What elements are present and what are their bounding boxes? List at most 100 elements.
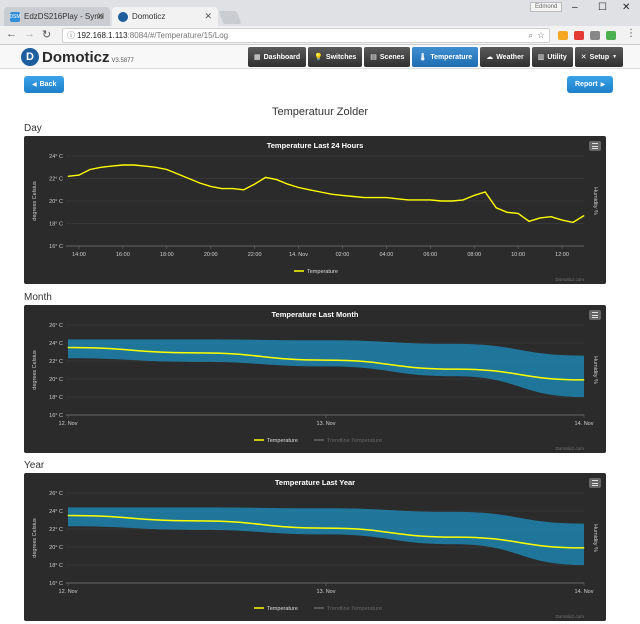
- data-point: [166, 169, 168, 170]
- data-point: [100, 166, 102, 168]
- chart-credits: Domoticz.com: [555, 446, 584, 451]
- scenes-icon: ▤: [370, 54, 377, 61]
- x-tick-label: 12:00: [555, 252, 569, 258]
- nav-weather[interactable]: ☁ Weather: [480, 47, 530, 67]
- x-tick-label: 13. Nov: [317, 589, 336, 595]
- data-point: [572, 221, 574, 223]
- domoticz-logo-icon: D: [21, 48, 39, 66]
- section-label-month: Month: [24, 292, 52, 303]
- search-icon[interactable]: ⌕: [528, 31, 533, 40]
- temperature-line: [67, 164, 585, 224]
- nav-temperature[interactable]: 🌡 Temperature: [412, 47, 479, 67]
- data-point: [454, 368, 456, 370]
- data-point: [320, 191, 321, 193]
- bookmark-star-icon[interactable]: ☆: [536, 30, 545, 40]
- data-point: [364, 197, 365, 199]
- nav-setup[interactable]: ✕ Setup ▼: [574, 47, 624, 67]
- nav-switches[interactable]: 💡 Switches: [308, 47, 363, 67]
- data-point: [418, 199, 420, 201]
- data-point: [199, 182, 201, 184]
- legend-item: Temperature: [267, 606, 298, 612]
- y-axis-label: degrees Celsius: [32, 181, 38, 221]
- close-tab-icon[interactable]: ✕: [96, 11, 104, 21]
- y-tick-label: 20° C: [49, 377, 63, 383]
- chart-menu-icon[interactable]: [589, 478, 601, 488]
- tools-icon: ✕: [580, 54, 587, 61]
- y-tick-label: 18° C: [49, 395, 63, 401]
- url-host: 192.168.1.113: [77, 31, 128, 40]
- data-point: [484, 191, 486, 193]
- extension-green-icon[interactable]: [606, 31, 616, 40]
- forward-arrow-icon[interactable]: →: [24, 28, 35, 40]
- nav-scenes[interactable]: ▤ Scenes: [364, 47, 411, 67]
- x-tick-label: 16:00: [116, 252, 130, 258]
- y-tick-label: 18° C: [49, 222, 63, 228]
- window-close-icon[interactable]: ✕: [622, 2, 631, 13]
- office-extension-icon[interactable]: [574, 31, 584, 40]
- data-point: [122, 164, 124, 166]
- data-point: [232, 188, 234, 190]
- y-axis-right-label: Humidity %: [592, 524, 598, 552]
- x-tick-label: 06:00: [423, 252, 437, 258]
- new-tab-button[interactable]: [218, 11, 242, 24]
- data-point: [276, 179, 277, 181]
- chart-credits: Domoticz.com: [555, 614, 584, 619]
- back-button-label: Back: [39, 81, 57, 88]
- data-point: [561, 219, 563, 221]
- chart-menu-icon[interactable]: [589, 141, 601, 151]
- y-tick-label: 16° C: [49, 413, 63, 419]
- browser-user-chip[interactable]: Edmond: [530, 2, 563, 12]
- x-tick-label: 22:00: [248, 252, 262, 258]
- page-info-icon[interactable]: ⓘ: [67, 31, 75, 40]
- x-tick-label: 08:00: [467, 252, 481, 258]
- chart-menu-icon[interactable]: [589, 310, 601, 320]
- nav-utility[interactable]: ▥ Utility: [531, 47, 573, 67]
- data-point: [342, 194, 343, 196]
- browser-tab-domoticz[interactable]: Domoticz ✕: [112, 7, 218, 26]
- reload-icon[interactable]: ↻: [42, 29, 52, 41]
- data-point: [462, 199, 464, 201]
- data-point: [583, 215, 585, 217]
- y-tick-label: 20° C: [49, 199, 63, 205]
- back-button[interactable]: ◀ Back: [24, 76, 65, 93]
- data-point: [495, 207, 497, 209]
- data-point: [517, 212, 519, 214]
- y-axis-right-label: Humidity %: [592, 356, 598, 384]
- data-point: [144, 165, 146, 167]
- url-path: :8084/#/Temperature/15/Log: [127, 31, 229, 40]
- data-point: [243, 189, 245, 191]
- x-tick-label: 02:00: [336, 252, 350, 258]
- legend-item: Temperature: [267, 438, 298, 444]
- data-point: [309, 189, 310, 191]
- data-point: [188, 178, 190, 179]
- browser-address-bar: ← → ↻ ⓘ 192.168.1.113:8084/#/Temperature…: [0, 26, 640, 45]
- data-point: [583, 379, 585, 381]
- maximize-icon[interactable]: ☐: [598, 2, 607, 13]
- domoticz-logo[interactable]: D Domoticz V3.5877: [21, 48, 134, 66]
- top-navigation: ▦ Dashboard 💡 Switches ▤ Scenes 🌡 Temperatur…: [248, 47, 625, 67]
- browser-menu-icon[interactable]: ⋮: [626, 28, 636, 39]
- data-point: [353, 196, 354, 197]
- x-tick-label: 20:00: [204, 252, 218, 258]
- range-area: [68, 339, 584, 397]
- close-tab-icon[interactable]: ✕: [204, 11, 212, 21]
- chart-svg: Temperature Last 24 Hours degrees Celsius…: [32, 141, 598, 282]
- minimize-icon[interactable]: –: [572, 2, 578, 13]
- y-tick-label: 18° C: [49, 563, 63, 569]
- report-button[interactable]: Report ▶: [567, 76, 614, 93]
- chart-svg: Temperature Last Month degrees Celsius Hum…: [32, 310, 598, 451]
- extension-puzzle-icon[interactable]: [590, 31, 600, 40]
- domoticz-favicon-icon: [118, 11, 128, 22]
- tab-label: EdzDS216Play - Synolog: [24, 12, 104, 21]
- back-arrow-icon[interactable]: ←: [6, 28, 17, 40]
- data-point: [155, 166, 157, 168]
- lightbulb-icon: 💡: [314, 54, 323, 61]
- app-header: D Domoticz V3.5877 ▦ Dashboard 💡 Switches …: [0, 45, 640, 69]
- nav-dashboard[interactable]: ▦ Dashboard: [248, 47, 307, 67]
- browser-tab-synology[interactable]: DSM EdzDS216Play - Synolog ✕: [4, 7, 110, 26]
- url-input[interactable]: ⓘ 192.168.1.113:8084/#/Temperature/15/Lo…: [62, 28, 550, 43]
- data-point: [473, 194, 475, 196]
- y-tick-label: 24° C: [49, 509, 63, 515]
- data-point: [451, 200, 453, 202]
- extension-icon[interactable]: [558, 31, 568, 40]
